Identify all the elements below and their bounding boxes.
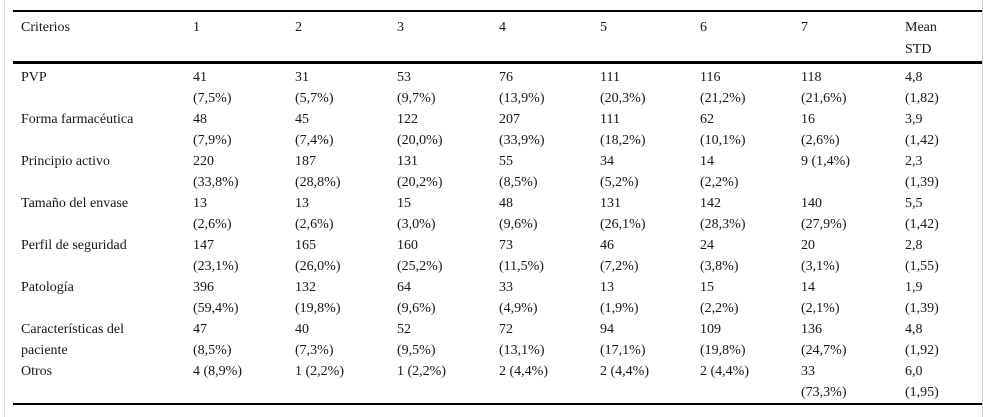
header-cell-5: 5 [600,11,700,64]
cell: 5,5 (1,42) [905,196,939,232]
cell: 4 (8,9%) [193,364,242,379]
row-label: Otros [21,364,53,379]
cell: 52 (9,5%) [397,322,436,358]
cell: 62 (10,1%) [700,112,746,148]
cell: 2,8 (1,55) [905,238,939,274]
cell: 4,8 (1,82) [905,70,939,106]
cell: 111 (20,3%) [600,70,646,106]
cell: 13 (1,9%) [600,280,639,316]
row-label: Perfil de seguridad [21,238,127,253]
row-label: Patología [21,280,74,295]
table-row-principio-activo: Principio activo 220 (33,8%) 187 (28,8%)… [13,151,982,193]
cell: 34 (5,2%) [600,154,639,190]
cell: 131 (26,1%) [600,196,646,232]
header-cell-6: 6 [700,11,801,64]
cell: 118 (21,6%) [801,70,847,106]
cell: 147 (23,1%) [193,238,239,274]
cell: 160 (25,2%) [397,238,443,274]
cell: 2 (4,4%) [499,364,548,379]
cell: 45 (7,4%) [295,112,334,148]
header-cell-7: 7 [801,11,905,64]
cell: 20 (3,1%) [801,238,840,274]
cell: 14 (2,1%) [801,280,840,316]
cell: 13 (2,6%) [295,196,334,232]
cell: 396 (59,4%) [193,280,239,316]
cell: 55 (8,5%) [499,154,538,190]
cell: 15 (3,0%) [397,196,436,232]
cell: 140 (27,9%) [801,196,847,232]
cell: 131 (20,2%) [397,154,443,190]
cell: 2 (4,4%) [700,364,749,379]
cell: 3,9 (1,42) [905,112,939,148]
header-cell-criterios: Criterios [13,11,193,64]
header-cell-1: 1 [193,11,295,64]
cell: 24 (3,8%) [700,238,739,274]
cell: 1,9 (1,39) [905,280,939,316]
cell: 187 (28,8%) [295,154,341,190]
cell: 14 (2,2%) [700,154,739,190]
criteria-table: Criterios 1 2 3 4 5 6 7 Mean STD PVP 41 … [13,10,982,405]
cell: 142 (28,3%) [700,196,746,232]
cell: 72 (13,1%) [499,322,545,358]
table-row-otros: Otros 4 (8,9%) 1 (2,2%) 1 (2,2%) 2 (4,4%… [13,361,982,404]
cell: 76 (13,9%) [499,70,545,106]
cell: 94 (17,1%) [600,322,646,358]
cell: 122 (20,0%) [397,112,443,148]
cell: 64 (9,6%) [397,280,436,316]
cell: 2 (4,4%) [600,364,649,379]
cell: 165 (26,0%) [295,238,341,274]
header-cell-2: 2 [295,11,397,64]
cell: 13 (2,6%) [193,196,232,232]
cell: 53 (9,7%) [397,70,436,106]
cell: 16 (2,6%) [801,112,840,148]
cell: 1 (2,2%) [295,364,344,379]
header-cell-4: 4 [499,11,600,64]
header-row: Criterios 1 2 3 4 5 6 7 Mean STD [13,11,982,64]
cell: 33 (4,9%) [499,280,538,316]
row-label: Tamaño del envase [21,196,129,211]
cell: 116 (21,2%) [700,70,746,106]
cell: 132 (19,8%) [295,280,341,316]
cell: 109 (19,8%) [700,322,746,358]
cell: 9 (1,4%) [801,154,850,169]
cell: 48 (7,9%) [193,112,232,148]
table-row-tamano-del-envase: Tamaño del envase 13 (2,6%) 13 (2,6%) 15… [13,193,982,235]
table-row-caracteristicas-del-paciente: Características del paciente 47 (8,5%) 4… [13,319,982,361]
row-label: Características del paciente [21,322,125,358]
table-row-patologia: Patología 396 (59,4%) 132 (19,8%) 64 (9,… [13,277,982,319]
row-label: Principio activo [21,154,111,169]
cell: 33 (73,3%) [801,364,847,400]
cell: 6,0 (1,95) [905,364,939,400]
cell: 4,8 (1,92) [905,322,939,358]
table-row-forma-farmaceutica: Forma farmacéutica 48 (7,9%) 45 (7,4%) 1… [13,109,982,151]
row-label: Forma farmacéutica [21,112,134,127]
header-cell-mean-std: Mean STD [905,11,982,64]
cell: 41 (7,5%) [193,70,232,106]
cell: 73 (11,5%) [499,238,544,274]
cell: 207 (33,9%) [499,112,545,148]
cell: 2,3 (1,39) [905,154,939,190]
cell: 136 (24,7%) [801,322,847,358]
table-row-pvp: PVP 41 (7,5%) 31 (5,7%) 53 (9,7%) 76 (13… [13,63,982,110]
cell: 31 (5,7%) [295,70,334,106]
cell: 48 (9,6%) [499,196,538,232]
cell: 47 (8,5%) [193,322,232,358]
cell: 46 (7,2%) [600,238,639,274]
row-label: PVP [21,70,47,85]
cell: 40 (7,3%) [295,322,334,358]
cell: 220 (33,8%) [193,154,239,190]
cell: 111 (18,2%) [600,112,646,148]
header-cell-3: 3 [397,11,499,64]
cell: 1 (2,2%) [397,364,446,379]
table-row-perfil-de-seguridad: Perfil de seguridad 147 (23,1%) 165 (26,… [13,235,982,277]
cell: 15 (2,2%) [700,280,739,316]
